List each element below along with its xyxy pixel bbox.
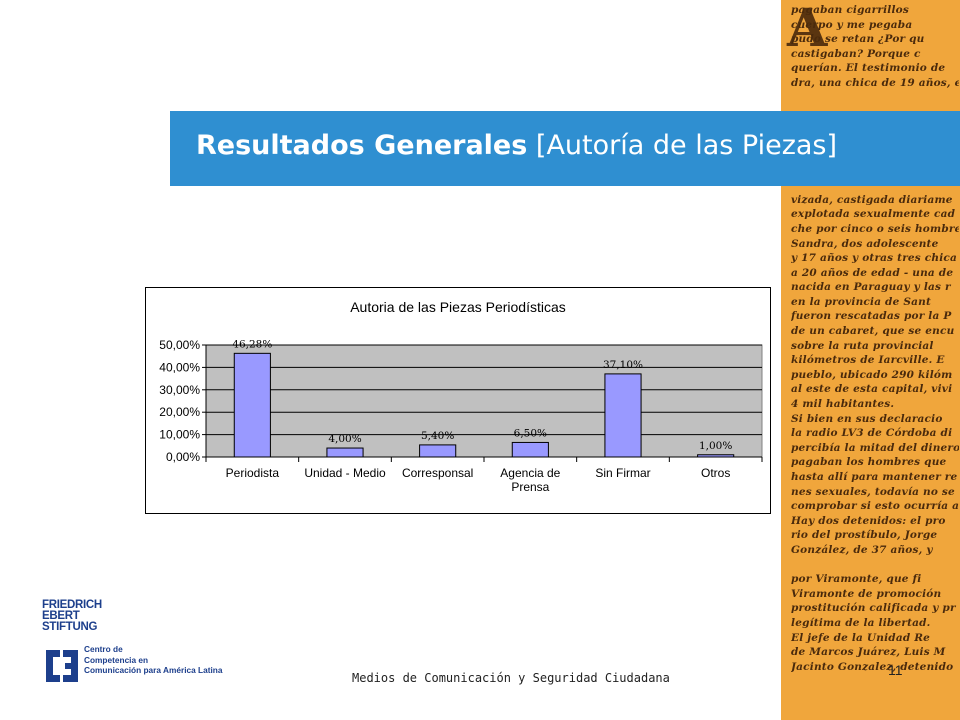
newspaper-line: Hay dos detenidos: el pro (791, 514, 946, 527)
x-tick-label: Agencia de (500, 466, 560, 480)
newspaper-line: pudo se retan ¿Por qu (791, 33, 925, 46)
y-tick-label: 40,00% (159, 360, 200, 374)
newspaper-line: prostitución calificada y pr (791, 602, 956, 615)
newspaper-line: en la provincia de Sant (791, 295, 932, 308)
y-tick-label: 0,00% (166, 450, 200, 464)
newspaper-line: nacida en Paraguay y las r (791, 281, 951, 294)
data-label: 6,50% (514, 427, 547, 439)
title-band: Resultados Generales [Autoría de las Pie… (170, 111, 960, 186)
fes-logo-line: FRIEDRICH (42, 599, 102, 611)
newspaper-line: El jefe de la Unidad Re (791, 631, 931, 644)
y-tick-label: 20,00% (159, 405, 200, 419)
newspaper-line: González, de 37 años, y (791, 543, 933, 556)
bar (326, 447, 364, 458)
bar (511, 441, 549, 458)
bar-chart: 0,00% 10,00% 20,00% 30,00% 40,00% 50,00% 46,28… (159, 338, 763, 494)
x-tick-label: Otros (701, 466, 730, 480)
newspaper-line: querían. El testimonio de (791, 62, 946, 75)
newspaper-line: explotada sexualmente cad (791, 208, 956, 221)
newspaper-line: 4 mil habitantes. (791, 398, 895, 411)
y-tick-label: 30,00% (159, 383, 200, 397)
c3-logo-line: Competencia en (84, 654, 149, 665)
newspaper-line: percibía la mitad del dinero (791, 441, 959, 454)
bar (233, 352, 271, 458)
data-label: 46,28% (232, 338, 272, 350)
newspaper-line: rio del prostíbulo, Jorge (791, 529, 938, 542)
fes-logo-line: EBERT (42, 610, 80, 622)
slide-title-sub: [Autoría de las Piezas] (535, 130, 838, 161)
newspaper-line: y 17 años y otras tres chica (791, 252, 957, 265)
newspaper-text: pagaban cigarrillos cuerpo y me pegaba pud… (791, 4, 959, 675)
newspaper-line: de Marcos Juárez, Luis M (791, 646, 946, 659)
newspaper-line (791, 92, 959, 107)
data-label: 1,00% (699, 440, 732, 452)
plot-area (205, 344, 763, 458)
x-tick-label: Sin Firmar (595, 466, 650, 480)
newspaper-line: kilómetros de Iarcville. E (791, 354, 945, 367)
newspaper-line: legítima de la libertad. (791, 616, 931, 629)
fes-c3-logo: FRIEDRICH EBERT STIFTUNG Centro de Compe… (42, 599, 222, 690)
newspaper-initial-letter: A (787, 0, 828, 59)
c3-logo-text: Centro de Competencia en Comunicación pa… (84, 644, 222, 676)
newspaper-line: comprobar si esto ocurría a (791, 500, 959, 513)
newspaper-line: al este de esta capital, vivi (791, 383, 953, 396)
x-tick-label: Prensa (511, 480, 549, 494)
x-tick-label: Periodista (226, 466, 280, 480)
fes-logo-line: STIFTUNG (42, 621, 98, 633)
newspaper-line: cuerpo y me pegaba (791, 18, 913, 31)
data-label: 4,00% (328, 433, 361, 445)
y-tick-label: 50,00% (159, 338, 200, 352)
c3-logo-icon (46, 650, 78, 682)
newspaper-line: fueron rescatadas por la P (791, 310, 952, 323)
newspaper-line: pagaban los hombres que (791, 456, 947, 469)
chart-title: Autoria de las Piezas Periodísticas (350, 299, 566, 315)
bar (604, 373, 642, 458)
data-label: 5,40% (421, 430, 454, 442)
data-label: 37,10% (603, 359, 643, 371)
newspaper-line: por Viramonte, que fi (791, 573, 922, 586)
newspaper-line: castigaban? Porque c (791, 47, 921, 60)
newspaper-line: Sandra, dos adolescente (791, 237, 939, 250)
newspaper-line: nes sexuales, todavía no se (791, 485, 955, 498)
newspaper-line (791, 559, 959, 574)
newspaper-line: che por cinco o seis hombre (791, 222, 959, 235)
bar (697, 454, 735, 458)
bar (419, 444, 457, 458)
footer-text: Medios de Comunicación y Seguridad Ciuda… (352, 671, 670, 685)
page-number: 11 (888, 662, 903, 678)
newspaper-decoration: A pagaban cigarrillos cuerpo y me pegaba p… (781, 0, 960, 720)
c3-logo-line: Centro de (84, 644, 123, 654)
fes-logo-text: FRIEDRICH EBERT STIFTUNG (42, 599, 102, 633)
newspaper-line: pueblo, ubicado 290 kilóm (791, 368, 953, 381)
newspaper-line: hasta allí para mantener re (791, 471, 958, 483)
c3-logo-line: Comunicación para América Latina (84, 665, 223, 675)
newspaper-line: sobre la ruta provincial (791, 339, 934, 352)
newspaper-line: Viramonte de promoción (791, 587, 942, 600)
newspaper-line: a 20 años de edad - una de (791, 266, 954, 279)
newspaper-line: pagaban cigarrillos (791, 4, 909, 16)
newspaper-line: vizada, castigada diariame (791, 193, 953, 206)
newspaper-line: dra, una chica de 19 años, e (791, 76, 959, 89)
newspaper-line: la radio LV3 de Córdoba di (791, 427, 953, 440)
y-tick-label: 10,00% (159, 428, 200, 442)
newspaper-line: Jacinto Gonzalez, detenido (791, 660, 954, 673)
slide-title-main: Resultados Generales (196, 130, 528, 161)
slide-title: Resultados Generales [Autoría de las Pie… (196, 130, 837, 161)
x-tick-label: Corresponsal (402, 466, 473, 480)
newspaper-line: de un cabaret, que se encu (791, 325, 955, 338)
chart-frame: Autoria de las Piezas Periodísticas 0,00… (145, 287, 771, 514)
x-tick-label: Unidad - Medio (304, 466, 386, 480)
newspaper-line: Si bien en sus declaracio (791, 412, 943, 425)
